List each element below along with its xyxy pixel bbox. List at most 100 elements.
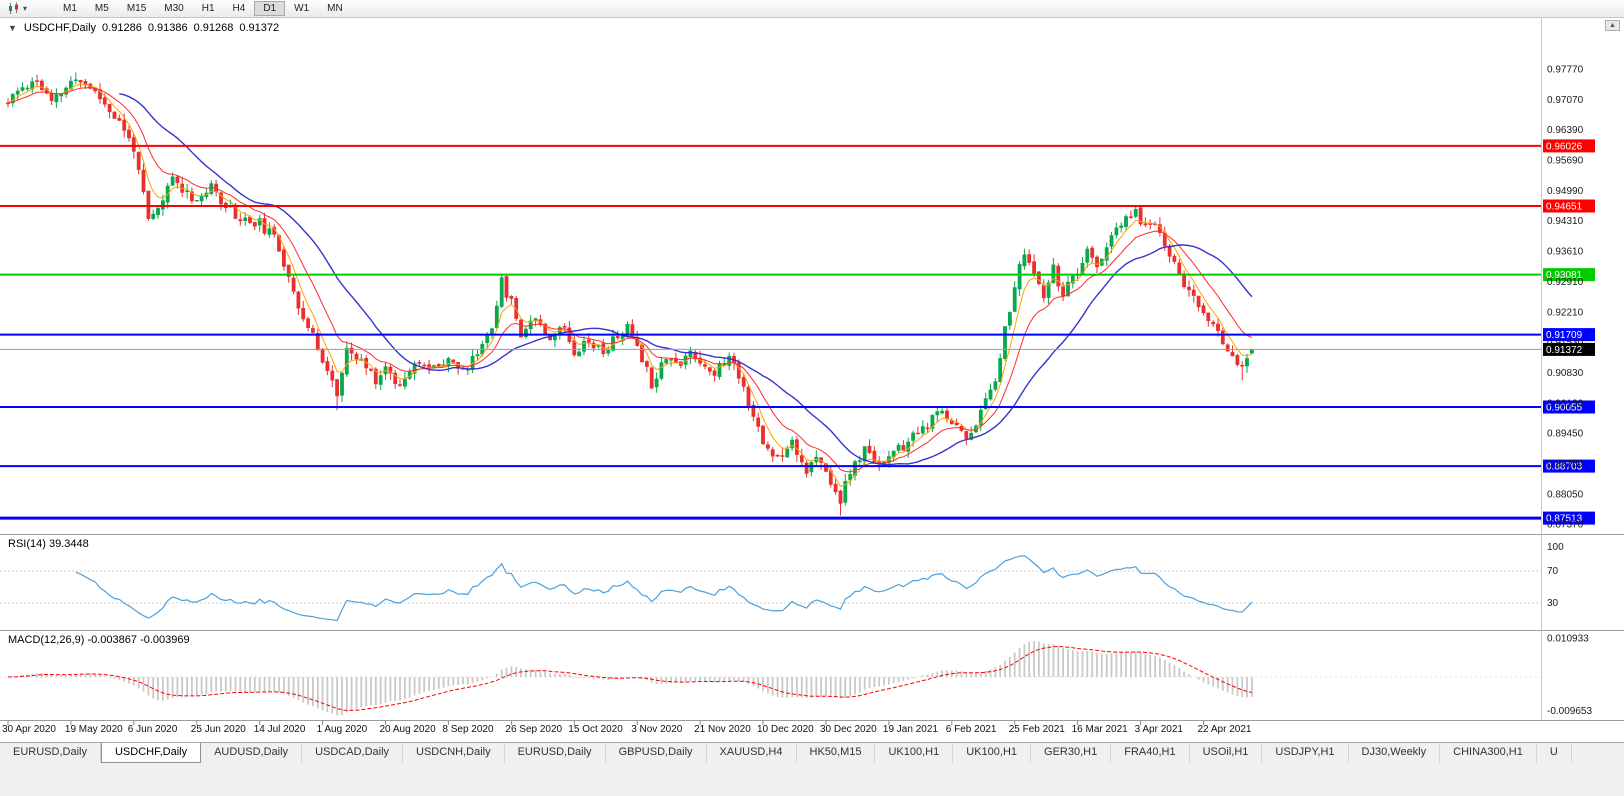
- date-label: 6 Jun 2020: [128, 724, 178, 735]
- hline-price-box: [1543, 511, 1595, 525]
- rsi-header: RSI(14) 39.3448: [8, 538, 89, 550]
- macd-axis-bottom: -0.009653: [1547, 706, 1592, 717]
- bear-candle-bodies: [6, 80, 1245, 504]
- macd-axis-top: 0.010933: [1547, 634, 1589, 645]
- hline-price-box: [1543, 139, 1595, 153]
- date-label: 3 Apr 2021: [1135, 724, 1184, 735]
- hline-price-box: [1543, 268, 1595, 282]
- date-label: 25 Jun 2020: [191, 724, 246, 735]
- bear-candle-wicks: [7, 74, 1243, 516]
- date-label: 25 Feb 2021: [1009, 724, 1066, 735]
- timeframe-button-m30[interactable]: M30: [164, 3, 184, 14]
- tab-usdcad-daily[interactable]: USDCAD,Daily: [302, 743, 404, 763]
- hline-price-label: 0.93081: [1546, 270, 1583, 281]
- date-label: 30 Apr 2020: [2, 724, 56, 735]
- date-axis[interactable]: 30 Apr 2020 19 May 2020 6 Jun 2020 25 Jun 2…: [2, 721, 1252, 735]
- price-tick-label: 0.97070: [1547, 95, 1584, 106]
- timeframe-button-m5[interactable]: M5: [94, 3, 109, 14]
- tab-usdcnh-daily[interactable]: USDCNH,Daily: [403, 743, 505, 763]
- date-label: 30 Dec 2020: [820, 724, 877, 735]
- hline-price-label: 0.96026: [1546, 141, 1583, 152]
- date-label: 20 Aug 2020: [380, 724, 437, 735]
- tab-eurusd-daily[interactable]: EURUSD,Daily: [505, 743, 606, 763]
- price-tick-label: 0.88050: [1547, 490, 1584, 501]
- status-bar: [0, 763, 1624, 796]
- macd-header: MACD(12,26,9) -0.003867 -0.003969: [8, 634, 190, 646]
- macd-pane[interactable]: MACD(12,26,9) -0.003867 -0.003969: [0, 634, 1541, 716]
- dropdown-caret-icon: ▾: [23, 4, 28, 13]
- date-label: 14 Jul 2020: [254, 724, 306, 735]
- rsi-pane[interactable]: RSI(14) 39.3448: [0, 538, 1541, 622]
- date-label: 19 Jan 2021: [883, 724, 938, 735]
- tab-china300-h1[interactable]: CHINA300,H1: [1440, 743, 1537, 763]
- hline-price-box: [1543, 400, 1595, 414]
- macd-histogram: [11, 641, 1253, 716]
- timeframe-button-m15[interactable]: M15: [126, 3, 147, 14]
- price-tick-label: 0.87370: [1547, 519, 1584, 530]
- up-arrow-icon: ▲: [1609, 22, 1616, 29]
- date-label: 22 Apr 2021: [1198, 724, 1252, 735]
- macd-signal-line: [7, 645, 1253, 711]
- tab-audusd-daily[interactable]: AUDUSD,Daily: [201, 743, 303, 763]
- chart-type-button[interactable]: ▾: [4, 1, 30, 17]
- ma-medium-line: [7, 87, 1253, 473]
- price-tick-label: 0.97770: [1547, 65, 1584, 76]
- scroll-up-button[interactable]: ▲: [1605, 20, 1620, 31]
- date-label: 8 Sep 2020: [442, 724, 494, 735]
- date-label: 3 Nov 2020: [631, 724, 683, 735]
- timeframe-toolbar: ▾ M1 M5 M15 M30 H1 H4 D1 W1 MN: [0, 0, 1624, 18]
- tab-hk50-m15[interactable]: HK50,M15: [797, 743, 876, 763]
- hline-price-label: 0.90055: [1546, 403, 1583, 414]
- price-tick-label: 0.88750: [1547, 459, 1584, 470]
- tab-uk100-h1[interactable]: UK100,H1: [875, 743, 954, 763]
- ohlc-close: 0.91372: [239, 22, 280, 34]
- price-tick-label: 0.92210: [1547, 308, 1584, 319]
- hline-price-box: [1543, 459, 1595, 473]
- date-label: 26 Sep 2020: [505, 724, 562, 735]
- tab-usdjpy-h1[interactable]: USDJPY,H1: [1262, 743, 1349, 763]
- ma-fast-line: [7, 83, 1253, 488]
- one-click-trading-toggle-icon[interactable]: ▼: [8, 23, 17, 33]
- tab-u[interactable]: U: [1537, 743, 1572, 763]
- price-chart-svg[interactable]: RSI(14) 39.3448 MACD(12,26,9) -0.003867 -…: [0, 18, 1624, 742]
- candlestick-series: [6, 72, 1254, 516]
- rsi-line: [75, 555, 1253, 622]
- date-label: 19 May 2020: [65, 724, 123, 735]
- date-label: 21 Nov 2020: [694, 724, 751, 735]
- bull-candle-wicks: [12, 72, 1253, 506]
- timeframe-button-h4[interactable]: H4: [232, 3, 246, 14]
- timeframe-button-mn[interactable]: MN: [327, 3, 343, 14]
- horizontal-levels[interactable]: [0, 144, 1541, 520]
- price-tick-label: 0.95690: [1547, 156, 1584, 167]
- tab-usoil-h1[interactable]: USOil,H1: [1190, 743, 1263, 763]
- tab-ger30-h1[interactable]: GER30,H1: [1031, 743, 1112, 763]
- price-tick-label: 0.89450: [1547, 428, 1584, 439]
- ohlc-open: 0.91286: [102, 22, 142, 34]
- price-tick-label: 0.92910: [1547, 277, 1584, 288]
- tab-uk100-h1[interactable]: UK100,H1: [953, 743, 1032, 763]
- hline-price-label: 0.88703: [1546, 462, 1583, 473]
- chart-window[interactable]: RSI(14) 39.3448 MACD(12,26,9) -0.003867 -…: [0, 18, 1624, 742]
- tab-xauusd-h4[interactable]: XAUUSD,H4: [707, 743, 797, 763]
- tab-dj30-weekly[interactable]: DJ30,Weekly: [1349, 743, 1441, 763]
- date-label: 16 Mar 2021: [1072, 724, 1129, 735]
- tab-eurusd-daily[interactable]: EURUSD,Daily: [0, 743, 101, 763]
- tab-usdchf-daily[interactable]: USDCHF,Daily: [100, 743, 202, 763]
- ma-slow-line: [119, 93, 1253, 466]
- timeframe-buttons: M1 M5 M15 M30 H1 H4 D1 W1 MN: [54, 1, 352, 16]
- chart-title-ohlc: ▼ USDCHF,Daily 0.91286 0.91386 0.91268 0…: [8, 22, 279, 34]
- timeframe-button-d1[interactable]: D1: [254, 1, 286, 16]
- tab-fra40-h1[interactable]: FRA40,H1: [1111, 743, 1190, 763]
- date-label: 1 Aug 2020: [317, 724, 368, 735]
- timeframe-button-w1[interactable]: W1: [294, 3, 310, 14]
- timeframe-button-h1[interactable]: H1: [201, 3, 215, 14]
- rsi-axis-label: 100: [1547, 542, 1564, 553]
- price-tick-label: 0.94990: [1547, 186, 1584, 197]
- tab-gbpusd-daily[interactable]: GBPUSD,Daily: [606, 743, 707, 763]
- timeframe-button-m1[interactable]: M1: [63, 3, 77, 14]
- rsi-axis-label: 30: [1547, 598, 1559, 609]
- date-label: 10 Dec 2020: [757, 724, 814, 735]
- price-axis[interactable]: 0.96026 0.94651 0.93081 0.91709 0.90055 0.887…: [1543, 65, 1595, 717]
- hline-price-label: 0.87513: [1546, 514, 1583, 525]
